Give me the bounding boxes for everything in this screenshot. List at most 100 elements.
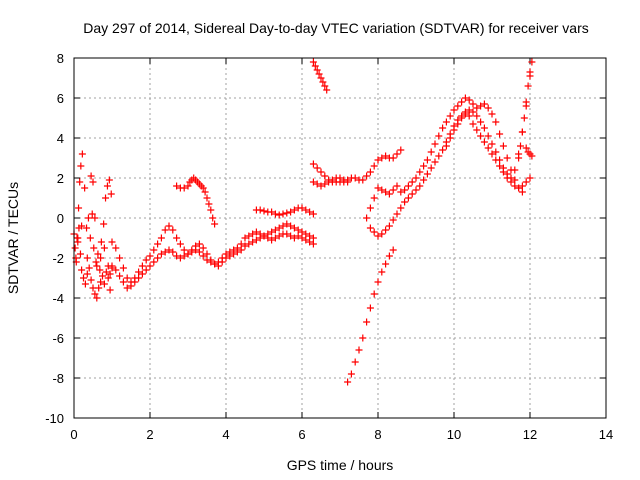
data-point (496, 156, 504, 164)
data-point (309, 160, 317, 168)
data-point (78, 266, 86, 274)
data-point (241, 242, 249, 250)
data-point (522, 178, 530, 186)
data-point (157, 250, 165, 258)
data-point (359, 176, 367, 184)
data-point (359, 334, 367, 342)
series-segment-j (363, 94, 526, 222)
data-point (103, 182, 111, 190)
data-point (477, 132, 485, 140)
data-point (336, 174, 344, 182)
data-point (77, 162, 85, 170)
data-point (526, 174, 534, 182)
data-point (92, 258, 100, 266)
data-point (169, 226, 177, 234)
data-point (207, 256, 215, 264)
data-point (290, 234, 298, 242)
data-point (157, 234, 165, 242)
data-point (268, 236, 276, 244)
data-point (150, 246, 158, 254)
data-point (488, 150, 496, 158)
data-point (104, 274, 112, 282)
data-point (378, 268, 386, 276)
data-point (83, 224, 91, 232)
data-point (176, 240, 184, 248)
data-point (93, 262, 101, 270)
data-point (420, 162, 428, 170)
data-point (78, 222, 86, 230)
data-point (385, 222, 393, 230)
data-point (503, 170, 511, 178)
data-point (214, 258, 222, 266)
data-point (123, 284, 131, 292)
data-point (222, 250, 230, 258)
data-point (237, 246, 245, 254)
data-point (397, 188, 405, 196)
data-point (389, 246, 397, 254)
data-point (279, 222, 287, 230)
data-point (313, 66, 321, 74)
data-point (370, 228, 378, 236)
y-tick-label: 6 (57, 91, 64, 106)
data-point (378, 230, 386, 238)
data-point (154, 254, 162, 262)
data-point (199, 184, 207, 192)
data-point (473, 104, 481, 112)
data-point (484, 144, 492, 152)
chart-title: Day 297 of 2014, Sidereal Day-to-day VTE… (83, 20, 589, 36)
data-point (142, 266, 150, 274)
data-point (195, 248, 203, 256)
data-point (515, 154, 523, 162)
data-point (180, 246, 188, 254)
data-point (511, 176, 519, 184)
data-point (522, 144, 530, 152)
data-point (146, 262, 154, 270)
data-point (366, 168, 374, 176)
data-point (302, 236, 310, 244)
data-point (279, 210, 287, 218)
data-point (389, 186, 397, 194)
data-point (351, 358, 359, 366)
data-point (135, 268, 143, 276)
data-point (450, 106, 458, 114)
data-point (150, 258, 158, 266)
data-point (76, 178, 84, 186)
data-point (268, 208, 276, 216)
series-early-scatter-b (72, 150, 115, 274)
data-point (97, 254, 105, 262)
data-point (119, 278, 127, 286)
data-point (374, 232, 382, 240)
data-point (298, 228, 306, 236)
data-point (378, 154, 386, 162)
data-point (435, 152, 443, 160)
x-tick-label: 2 (146, 427, 153, 442)
data-point (306, 232, 314, 240)
data-point (408, 178, 416, 186)
y-axis-ticks: -10 -8 -6 -4 -2 0 2 4 6 8 (45, 51, 606, 426)
data-point (84, 214, 92, 222)
data-point (201, 188, 209, 196)
data-point (86, 234, 94, 242)
x-tick-label: 14 (599, 427, 613, 442)
data-point (366, 204, 374, 212)
series-segment-b (108, 220, 317, 286)
y-axis-label: SDTVAR / TECUs (5, 182, 21, 294)
data-point (488, 110, 496, 118)
y-tick-label: -8 (52, 371, 64, 386)
data-point (226, 248, 234, 256)
y-tick-label: -10 (45, 411, 64, 426)
data-point (321, 180, 329, 188)
data-point (203, 194, 211, 202)
data-point (119, 264, 127, 272)
y-tick-label: 0 (57, 211, 64, 226)
data-point (528, 152, 536, 160)
data-point (83, 270, 91, 278)
data-point (107, 190, 115, 198)
data-point (169, 248, 177, 256)
data-point (100, 244, 108, 252)
data-point (138, 262, 146, 270)
series-segment-e (309, 58, 331, 94)
data-point (309, 58, 317, 66)
data-point (287, 222, 295, 230)
data-point (469, 100, 477, 108)
